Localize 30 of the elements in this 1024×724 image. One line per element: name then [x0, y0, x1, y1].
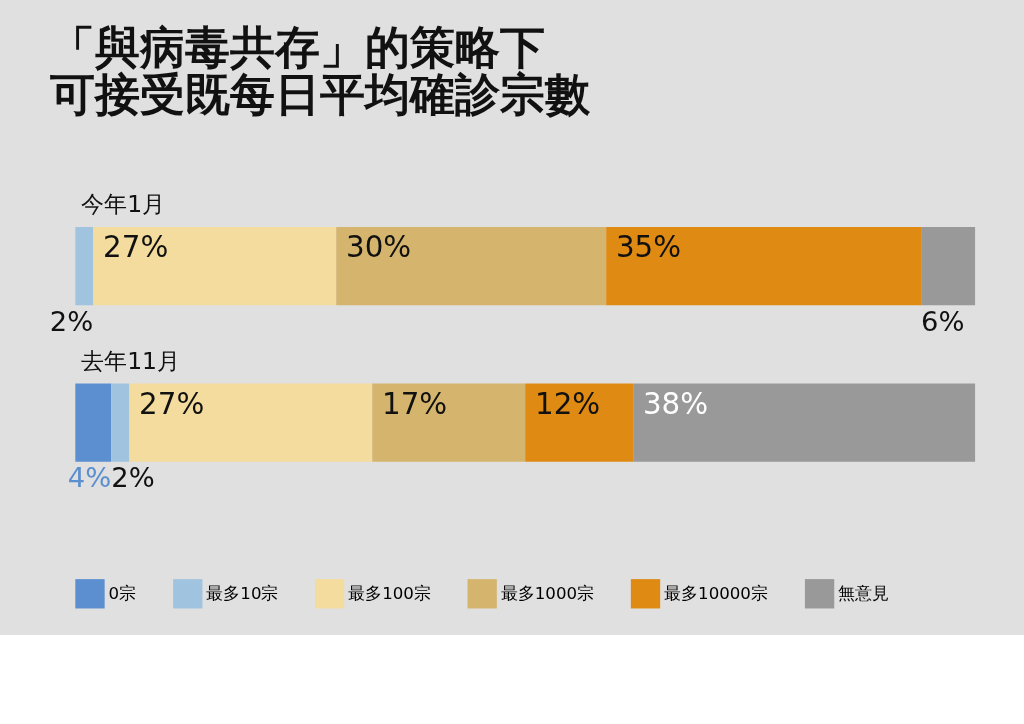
data-label: 38% — [642, 386, 709, 421]
bar — [606, 227, 922, 306]
bar — [372, 383, 526, 462]
data-label: 4% — [67, 462, 112, 494]
data-label: 2% — [49, 305, 94, 337]
legend-label: 最多10000宗 — [664, 583, 768, 603]
bar — [633, 383, 976, 462]
data-label: 27% — [139, 386, 205, 421]
legend-label: 最多100宗 — [348, 583, 431, 603]
bar — [93, 227, 337, 306]
data-label: 6% — [921, 305, 965, 337]
bar — [921, 227, 976, 306]
legend-label: 無意見 — [838, 583, 890, 603]
y-tick-label: 今年1月 — [81, 190, 166, 219]
legend-label: 0宗 — [108, 583, 137, 603]
y-tick-label: 去年11月 — [81, 346, 181, 375]
data-label: 27% — [103, 230, 169, 265]
data-label: 17% — [382, 386, 448, 421]
bar — [111, 383, 130, 462]
bar — [336, 227, 607, 306]
data-label: 12% — [534, 386, 601, 421]
data-label: 30% — [346, 230, 412, 265]
legend-label: 最多10宗 — [206, 583, 279, 603]
legend-label: 最多1000宗 — [500, 583, 595, 603]
bar — [525, 383, 634, 462]
bar — [75, 383, 112, 462]
bar — [75, 227, 94, 306]
data-label: 2% — [111, 462, 155, 494]
bar — [129, 383, 373, 462]
data-label: 35% — [615, 230, 682, 265]
